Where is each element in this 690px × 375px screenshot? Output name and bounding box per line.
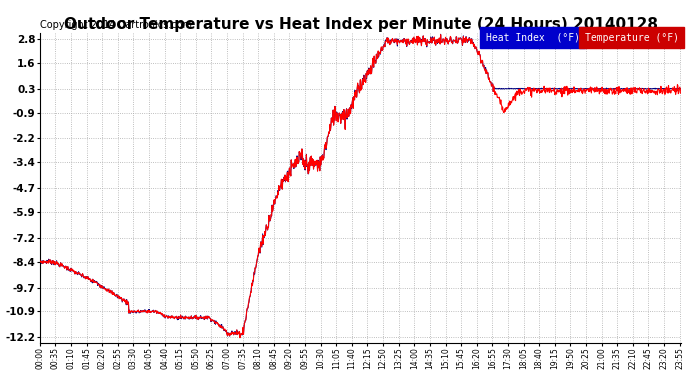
Legend: Heat Index  (°F), Temperature (°F): Heat Index (°F), Temperature (°F) [479,30,682,46]
Title: Outdoor Temperature vs Heat Index per Minute (24 Hours) 20140128: Outdoor Temperature vs Heat Index per Mi… [63,17,658,32]
Text: Copyright 2014 Cartronics.com: Copyright 2014 Cartronics.com [40,20,192,30]
